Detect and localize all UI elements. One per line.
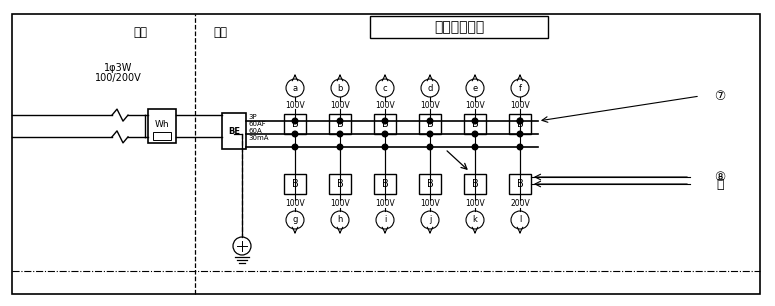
Circle shape [292,131,298,137]
Bar [148,109,176,143]
Text: BE: BE [228,126,240,136]
Text: B: B [517,119,523,129]
Bar [284,114,306,134]
Circle shape [517,144,523,150]
Circle shape [517,131,523,137]
Text: l: l [518,215,521,225]
Text: ⑧: ⑧ [715,170,725,184]
Text: 100V: 100V [420,200,440,208]
Bar [374,114,396,134]
Bar [419,174,441,194]
Text: e: e [473,84,477,92]
Text: 100V: 100V [285,100,305,110]
Circle shape [472,144,478,150]
Circle shape [427,131,432,137]
Text: i: i [384,215,386,225]
Text: B: B [336,119,343,129]
Text: 200V: 200V [510,200,530,208]
Bar [464,174,486,194]
Circle shape [382,144,388,150]
Text: 100V: 100V [420,100,440,110]
Text: h: h [337,215,343,225]
Text: Wh: Wh [155,120,169,129]
Text: B: B [381,119,388,129]
Text: B: B [291,119,298,129]
Text: f: f [518,84,522,92]
Circle shape [382,131,388,137]
Circle shape [292,118,298,124]
Circle shape [337,131,343,137]
Text: 屋外: 屋外 [133,26,147,39]
Circle shape [517,118,523,124]
Text: B: B [517,179,523,189]
Bar [153,132,171,140]
Circle shape [517,118,523,124]
Text: 100V: 100V [330,200,350,208]
Text: 100V: 100V [330,100,350,110]
Circle shape [337,118,343,124]
Text: 屋内: 屋内 [213,26,227,39]
Text: 100V: 100V [465,200,485,208]
Text: g: g [292,215,298,225]
Text: a: a [292,84,298,92]
Text: 100V: 100V [285,200,305,208]
Circle shape [337,144,343,150]
Bar [329,114,351,134]
Text: B: B [472,179,478,189]
Text: 100V: 100V [375,200,395,208]
Text: b: b [337,84,343,92]
Text: B: B [426,119,433,129]
Text: 100V: 100V [510,100,530,110]
Circle shape [472,118,478,124]
Circle shape [427,118,432,124]
Text: B: B [336,179,343,189]
Text: 1φ3W: 1φ3W [104,63,133,73]
Bar [464,114,486,134]
Text: k: k [473,215,477,225]
Bar [509,174,531,194]
Bar [222,113,246,149]
Text: d: d [427,84,432,92]
Text: 3P
60AF
60A
30mA: 3P 60AF 60A 30mA [248,114,268,141]
Bar [419,114,441,134]
Text: B: B [426,179,433,189]
Circle shape [472,131,478,137]
Circle shape [292,144,298,150]
Bar [374,174,396,194]
Text: 分電盤結線図: 分電盤結線図 [434,20,484,34]
Circle shape [382,118,388,124]
Text: 100/200V: 100/200V [95,73,141,83]
Bar [509,114,531,134]
Bar [284,174,306,194]
Text: ⑮: ⑮ [716,177,724,191]
Text: j: j [429,215,431,225]
Text: B: B [472,119,478,129]
Text: B: B [381,179,388,189]
Text: B: B [291,179,298,189]
Text: c: c [383,84,388,92]
Text: 100V: 100V [465,100,485,110]
Bar [329,174,351,194]
Circle shape [427,144,432,150]
Text: ⑦: ⑦ [715,89,725,103]
Text: 100V: 100V [375,100,395,110]
Bar [370,16,548,38]
